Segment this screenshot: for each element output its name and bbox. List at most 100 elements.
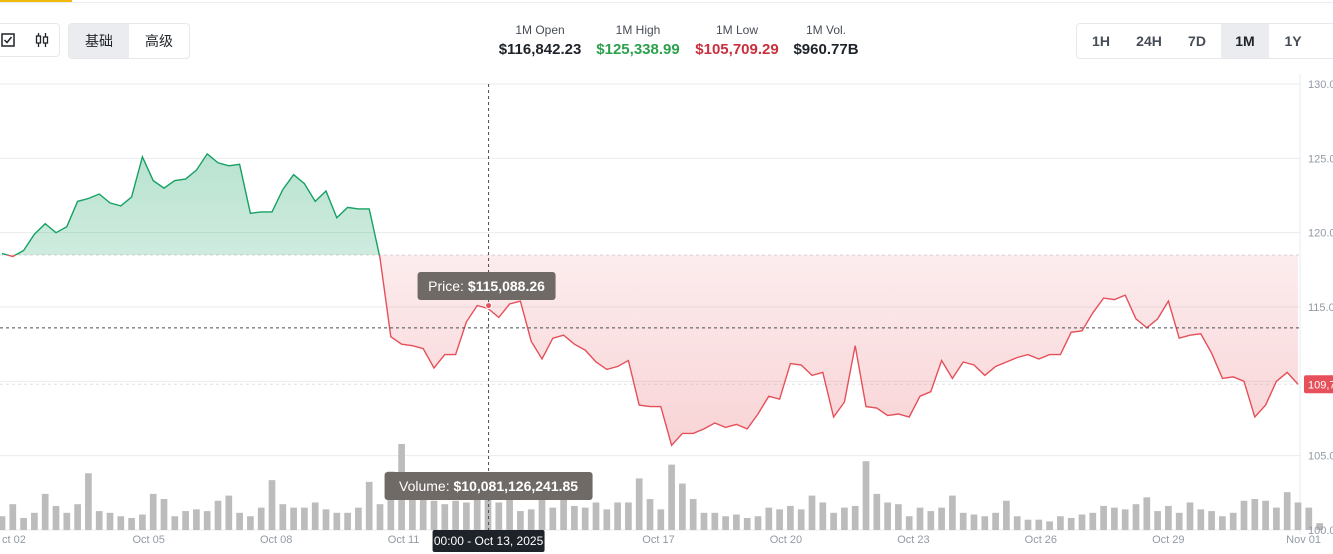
stat-low: 1M Low $105,709.29	[675, 21, 799, 61]
time-tooltip-text: 00:00 - Oct 13, 2025	[434, 534, 544, 548]
volume-bar	[139, 514, 146, 530]
volume-bar	[1121, 509, 1129, 530]
volume-bar	[1240, 500, 1248, 530]
volume-bar	[1143, 497, 1151, 530]
volume-bar	[1089, 512, 1097, 530]
volume-bar	[549, 507, 557, 530]
volume-bar	[452, 500, 459, 530]
volume-bar	[419, 490, 427, 530]
volume-bar	[938, 507, 945, 530]
volume-bar	[635, 478, 643, 530]
volume-bar	[409, 490, 416, 530]
volume-bar	[344, 512, 351, 530]
y-tick-label: 115.0	[1308, 302, 1333, 314]
volume-bar	[916, 507, 924, 530]
volume-bar	[700, 512, 708, 530]
volume-bar	[970, 514, 978, 530]
volume-bar	[214, 500, 222, 530]
x-tick-label: Oct 05	[132, 534, 164, 546]
candlestick-icon[interactable]	[25, 24, 59, 56]
volume-bar	[668, 464, 675, 530]
price-tooltip-bg	[417, 272, 556, 300]
range-24h-button[interactable]: 24H	[1136, 33, 1162, 49]
volume-bar	[571, 505, 578, 530]
x-tick-label: Oct 20	[770, 534, 802, 546]
volume-bar	[1262, 500, 1269, 530]
x-tick-label: Oct 17	[642, 534, 674, 546]
time-tooltip: 00:00 - Oct 13, 2025	[432, 530, 545, 552]
stat-volume: 1M Vol. $960.77B	[764, 21, 888, 61]
volume-bar	[603, 509, 611, 530]
volume-bar	[646, 499, 654, 530]
volume-bar	[992, 512, 999, 530]
volume-bar	[517, 511, 524, 530]
chart-mode-toggle: 基础 高级	[68, 23, 190, 59]
volume-bar	[581, 507, 589, 530]
volume-bar	[473, 492, 481, 530]
range-1h-button[interactable]: 1H	[1092, 33, 1110, 49]
time-tooltip-bg	[432, 530, 545, 552]
x-tick-label: Nov 01	[1286, 534, 1321, 546]
volume-bar	[506, 493, 513, 530]
stat-label: 1M Open	[515, 23, 565, 37]
stat-label: 1M High	[615, 23, 661, 37]
volume-bar	[1132, 504, 1140, 530]
volume-bar	[754, 516, 762, 530]
volume-bar	[1057, 516, 1064, 530]
stat-value: $960.77B	[793, 41, 859, 58]
price-area-down	[2, 254, 1298, 446]
volume-bar	[733, 514, 740, 530]
volume-bar	[149, 493, 157, 530]
volume-bar	[495, 502, 503, 530]
volume-bar	[376, 504, 384, 530]
checkbox-icon[interactable]	[0, 24, 25, 56]
crosshair-overlay: Price: $115,088.26 Volume: $10,081,126,24…	[0, 84, 1300, 552]
volume-bar	[1003, 500, 1010, 530]
price-area	[2, 153, 1298, 446]
price-area-up	[2, 153, 380, 255]
range-7d-button[interactable]: 7D	[1188, 33, 1206, 49]
volume-bar	[1229, 512, 1237, 530]
volume-bar	[873, 493, 881, 530]
volume-bar	[808, 495, 816, 530]
volume-bar	[160, 499, 168, 530]
volume-bar	[927, 511, 935, 530]
volume-bar	[257, 507, 265, 530]
stat-value: $116,842.23	[498, 41, 582, 58]
top-divider	[0, 2, 1333, 3]
price-lines	[1, 152, 1299, 447]
y-tick-label: 125.0	[1308, 153, 1333, 165]
volume-bar	[722, 516, 729, 530]
volume-bar	[41, 493, 49, 530]
volume-bar	[743, 517, 751, 530]
hover-point	[485, 302, 493, 310]
volume-bar	[441, 504, 449, 530]
volume-bar	[117, 516, 125, 530]
volume-bar	[63, 512, 71, 530]
volume-bar	[290, 507, 297, 530]
volume-bar	[1024, 519, 1032, 530]
volume-bar	[797, 509, 805, 530]
volume-bar	[322, 509, 330, 530]
range-1m-button[interactable]: 1M	[1221, 24, 1269, 58]
volume-bar	[203, 511, 211, 530]
volume-bar	[895, 504, 902, 530]
volume-bar	[689, 499, 697, 530]
range-1y-button[interactable]: 1Y	[1284, 33, 1302, 49]
volume-bar	[1165, 505, 1172, 530]
volume-bar	[31, 512, 38, 530]
volume-bar	[819, 502, 827, 530]
volume-bars	[0, 444, 1323, 530]
volume-bar	[387, 471, 395, 530]
mode-basic-button[interactable]: 基础	[69, 24, 129, 58]
volume-bar	[884, 502, 891, 530]
x-tick-label: Oct 26	[1025, 534, 1057, 546]
mode-advanced-button[interactable]: 高级	[145, 33, 173, 49]
volume-bar	[9, 504, 17, 530]
price-tooltip: Price: $115,088.26	[417, 272, 556, 300]
x-tick-label: ct 02	[2, 534, 26, 546]
volume-bar	[333, 512, 341, 530]
volume-bar	[1283, 492, 1291, 530]
price-tooltip-text: Price: $115,088.26	[428, 278, 545, 294]
